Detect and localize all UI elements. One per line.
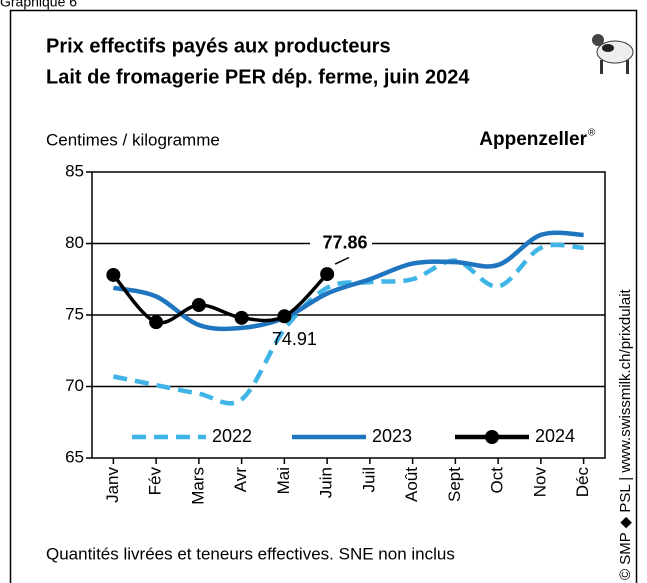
marker: [149, 315, 163, 329]
series-line: [113, 245, 583, 403]
marker: [192, 298, 206, 312]
x-tick-label: Oct: [488, 467, 507, 494]
chart-title: Prix effectifs payés aux producteurs: [46, 35, 391, 57]
y-axis-label: Centimes / kilogramme: [46, 130, 220, 149]
marker: [235, 311, 249, 325]
brand-mark: ®: [588, 128, 596, 139]
y-tick-label: 65: [65, 447, 84, 466]
cow-icon: [592, 34, 633, 74]
y-tick-label: 70: [65, 376, 84, 395]
marker: [320, 267, 334, 281]
x-tick-label: Nov: [530, 467, 549, 498]
credit: © SMP ◆ PSL | www.swissmilk.ch/prixdulai…: [617, 288, 634, 580]
x-tick-label: Août: [402, 467, 421, 502]
x-tick-label: Déc: [573, 467, 592, 498]
figure-label: Graphique 6: [0, 0, 77, 10]
legend-marker: [485, 430, 499, 444]
legend-label: 2024: [535, 426, 575, 446]
chart-subtitle: Lait de fromagerie PER dép. ferme, juin …: [46, 66, 470, 88]
chart: Graphique 6 Prix effectifs payés aux pro…: [0, 0, 647, 583]
y-tick-label: 80: [65, 233, 84, 252]
x-tick-label: Juin: [317, 467, 336, 498]
data-label: 77.86: [322, 232, 367, 252]
legend-label: 2023: [372, 426, 412, 446]
x-tick-label: Mars: [188, 467, 207, 505]
x-tick-label: Avr: [231, 467, 250, 493]
legend-label: 2022: [212, 426, 252, 446]
y-tick-label: 75: [65, 304, 84, 323]
footnote: Quantités livrées et teneurs effectives.…: [46, 544, 455, 563]
y-tick-label: 85: [65, 161, 84, 180]
x-tick-label: Janv: [103, 467, 122, 503]
marker: [277, 309, 291, 323]
marker: [106, 268, 120, 282]
x-tick-label: Juil: [359, 467, 378, 493]
x-tick-label: Mai: [274, 467, 293, 494]
x-tick-label: Sept: [445, 467, 464, 502]
leader: [335, 258, 349, 265]
brand: Appenzeller: [479, 129, 587, 150]
data-label: 74.91: [272, 329, 317, 349]
x-tick-label: Fév: [146, 467, 165, 496]
